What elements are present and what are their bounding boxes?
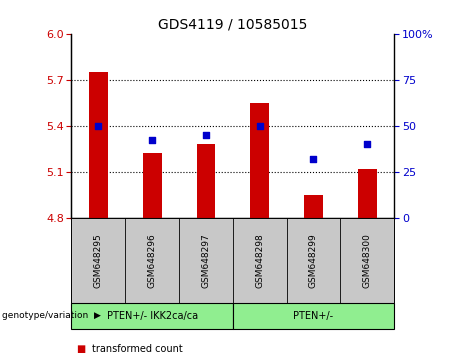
Text: ■: ■: [76, 344, 85, 354]
Text: GSM648296: GSM648296: [148, 233, 157, 287]
Bar: [358, 169, 377, 218]
Bar: [143, 153, 161, 218]
Bar: [250, 103, 269, 218]
Text: GSM648297: GSM648297: [201, 233, 210, 287]
Point: [202, 132, 210, 138]
Text: PTEN+/- IKK2ca/ca: PTEN+/- IKK2ca/ca: [106, 311, 198, 321]
Bar: [304, 195, 323, 218]
Point: [95, 123, 102, 129]
Text: GSM648300: GSM648300: [363, 233, 372, 288]
Text: PTEN+/-: PTEN+/-: [293, 311, 334, 321]
Text: GSM648295: GSM648295: [94, 233, 103, 287]
Point: [364, 141, 371, 147]
Point: [256, 123, 263, 129]
Bar: [89, 72, 108, 218]
Bar: [196, 144, 215, 218]
Text: transformed count: transformed count: [92, 344, 183, 354]
Title: GDS4119 / 10585015: GDS4119 / 10585015: [158, 17, 307, 31]
Point: [148, 138, 156, 143]
Point: [310, 156, 317, 162]
Text: genotype/variation  ▶: genotype/variation ▶: [2, 312, 101, 320]
Text: GSM648298: GSM648298: [255, 233, 264, 287]
Text: GSM648299: GSM648299: [309, 233, 318, 287]
